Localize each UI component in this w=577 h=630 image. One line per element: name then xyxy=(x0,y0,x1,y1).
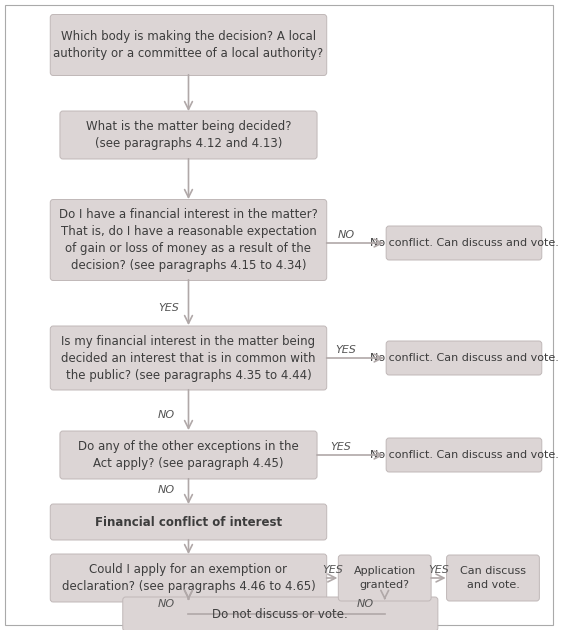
Text: NO: NO xyxy=(158,485,175,495)
FancyBboxPatch shape xyxy=(50,14,327,76)
Text: YES: YES xyxy=(336,345,357,355)
Text: No conflict. Can discuss and vote.: No conflict. Can discuss and vote. xyxy=(369,238,559,248)
FancyBboxPatch shape xyxy=(386,226,542,260)
FancyBboxPatch shape xyxy=(60,431,317,479)
FancyBboxPatch shape xyxy=(50,200,327,280)
FancyBboxPatch shape xyxy=(50,326,327,390)
Text: What is the matter being decided?
(see paragraphs 4.12 and 4.13): What is the matter being decided? (see p… xyxy=(86,120,291,150)
Text: YES: YES xyxy=(331,442,351,452)
Text: Financial conflict of interest: Financial conflict of interest xyxy=(95,515,282,529)
Text: YES: YES xyxy=(159,303,179,313)
Text: Is my financial interest in the matter being
decided an interest that is in comm: Is my financial interest in the matter b… xyxy=(61,335,316,382)
Text: Could I apply for an exemption or
declaration? (see paragraphs 4.46 to 4.65): Could I apply for an exemption or declar… xyxy=(62,563,316,593)
FancyBboxPatch shape xyxy=(50,554,327,602)
Text: YES: YES xyxy=(428,565,449,575)
Text: NO: NO xyxy=(158,599,175,609)
Text: NO: NO xyxy=(357,599,374,609)
Text: Which body is making the decision? A local
authority or a committee of a local a: Which body is making the decision? A loc… xyxy=(53,30,324,60)
Text: Can discuss
and vote.: Can discuss and vote. xyxy=(460,566,526,590)
Text: YES: YES xyxy=(322,565,343,575)
Text: Application
granted?: Application granted? xyxy=(354,566,416,590)
Text: Do I have a financial interest in the matter?
That is, do I have a reasonable ex: Do I have a financial interest in the ma… xyxy=(59,208,318,272)
Text: No conflict. Can discuss and vote.: No conflict. Can discuss and vote. xyxy=(369,450,559,460)
Text: No conflict. Can discuss and vote.: No conflict. Can discuss and vote. xyxy=(369,353,559,363)
FancyBboxPatch shape xyxy=(447,555,539,601)
FancyBboxPatch shape xyxy=(50,504,327,540)
FancyBboxPatch shape xyxy=(386,341,542,375)
Text: NO: NO xyxy=(338,230,355,240)
Text: Do any of the other exceptions in the
Act apply? (see paragraph 4.45): Do any of the other exceptions in the Ac… xyxy=(78,440,299,470)
Text: NO: NO xyxy=(158,410,175,420)
FancyBboxPatch shape xyxy=(386,438,542,472)
Text: Do not discuss or vote.: Do not discuss or vote. xyxy=(212,607,348,621)
FancyBboxPatch shape xyxy=(123,597,438,630)
FancyBboxPatch shape xyxy=(338,555,431,601)
FancyBboxPatch shape xyxy=(60,111,317,159)
